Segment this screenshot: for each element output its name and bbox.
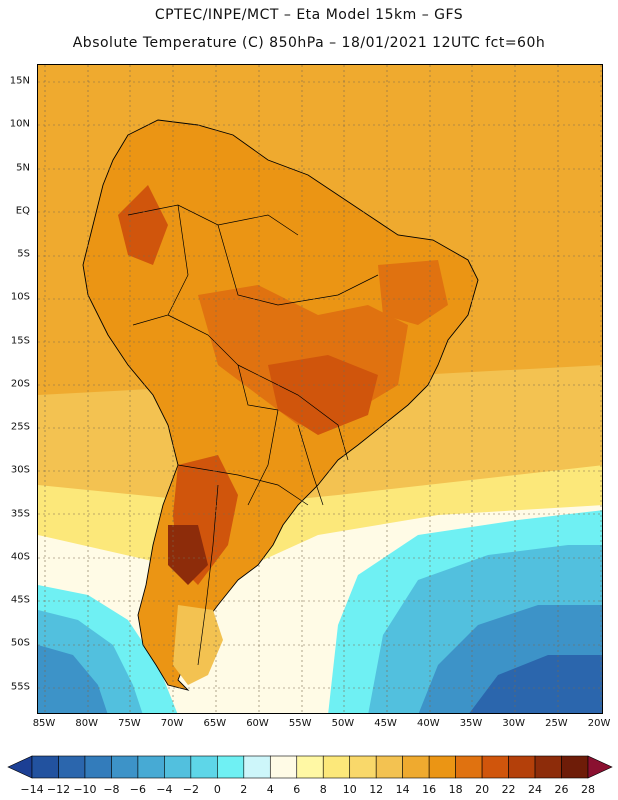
lat-label-50s: 50S	[10, 637, 30, 649]
legend-swatch	[84, 755, 112, 779]
lat-label-25s: 25S	[10, 421, 30, 433]
cold-pacific-3	[38, 645, 108, 713]
legend-label: 18	[449, 783, 463, 796]
legend-swatch	[111, 755, 139, 779]
hot-core-argentina	[168, 525, 208, 585]
legend-label: 6	[293, 783, 300, 796]
legend-label: 22	[502, 783, 516, 796]
legend-label: 14	[396, 783, 410, 796]
legend-label: 4	[267, 783, 274, 796]
lon-label-50w: 50W	[331, 718, 355, 729]
legend-swatch	[322, 755, 351, 779]
legend-label: −2	[183, 783, 199, 796]
lat-label-15s: 15S	[10, 335, 30, 346]
hot-zone-central	[268, 355, 378, 435]
legend-swatch	[455, 755, 483, 779]
lon-label-65w: 65W	[203, 718, 227, 729]
warm-zone-northeast	[378, 260, 448, 325]
legend-label: 28	[581, 783, 595, 796]
legend-swatch	[137, 755, 165, 779]
legend-swatch	[296, 755, 324, 779]
legend-label: 10	[343, 783, 357, 796]
lat-label-10s: 10S	[10, 291, 30, 303]
lat-label-55s: 55S	[10, 681, 30, 692]
lon-label-40w: 40W	[416, 718, 440, 729]
legend-swatch	[349, 755, 377, 779]
legend-label: −12	[47, 783, 70, 796]
legend-labels: −14 −12 −10 −8 −6 −4 −2 0 2 4 6 8 10 12 14 16 18 20 22 24 26…	[20, 783, 595, 796]
legend-swatch	[428, 755, 456, 779]
legend-label: 8	[320, 783, 327, 796]
legend-arrow-right	[587, 755, 613, 779]
lat-label-5n: 5N	[16, 162, 30, 173]
legend-swatches	[7, 755, 613, 779]
title-line-1: CPTEC/INPE/MCT – Eta Model 15km – GFS	[154, 7, 464, 23]
lat-label-40s: 40S	[10, 551, 30, 563]
legend-swatch	[375, 755, 403, 779]
legend-swatch	[58, 755, 86, 779]
lat-label-eq: EQ	[15, 205, 30, 217]
lon-label-60w: 60W	[246, 718, 269, 729]
lon-label-70w: 70W	[160, 718, 184, 729]
title-line-2: Absolute Temperature (C) 850hPa – 18/01/…	[72, 35, 546, 51]
legend-swatch	[534, 755, 562, 779]
color-legend: −14 −12 −10 −8 −6 −4 −2 0 2 4 6 8 10 12 14 16 18 20 22 24 26…	[7, 755, 613, 796]
legend-swatch	[243, 755, 271, 779]
lat-label-30s: 30S	[10, 464, 30, 476]
lat-label-35s: 35S	[10, 508, 30, 519]
legend-label: 12	[369, 783, 383, 796]
legend-label: −6	[130, 783, 146, 796]
legend-swatch	[508, 755, 536, 779]
lon-label-35w: 35W	[459, 718, 483, 729]
legend-swatch	[561, 755, 589, 779]
country-borders	[127, 204, 379, 666]
legend-swatch	[190, 755, 218, 779]
legend-swatch	[269, 755, 298, 779]
legend-arrow-left	[7, 755, 33, 779]
legend-swatch	[31, 755, 59, 779]
hot-zone-north-andes	[118, 185, 168, 265]
graticule	[38, 65, 602, 713]
lon-label-80w: 80W	[75, 718, 98, 729]
lon-label-30w: 30W	[502, 718, 525, 729]
legend-swatch	[481, 755, 509, 779]
legend-label: 16	[422, 783, 436, 796]
legend-label: −8	[103, 783, 119, 796]
legend-label: 26	[555, 783, 569, 796]
lat-label-5s: 5S	[17, 248, 30, 260]
legend-swatch	[402, 755, 430, 779]
lat-label-20s: 20S	[10, 378, 30, 390]
legend-swatch	[164, 755, 192, 779]
lat-label-15n: 15N	[9, 75, 30, 87]
lat-label-10n: 10N	[9, 118, 30, 130]
cold-plume-4	[469, 655, 602, 713]
legend-label: 0	[214, 783, 221, 796]
lon-label-85w: 85W	[32, 718, 56, 729]
legend-swatch	[217, 755, 245, 779]
legend-label: −4	[156, 783, 172, 796]
lon-label-55w: 55W	[288, 718, 312, 729]
map-panel	[37, 64, 603, 714]
legend-label: −14	[20, 783, 43, 796]
legend-label: −10	[73, 783, 96, 796]
lat-label-45s: 45S	[10, 594, 30, 606]
legend-label: 20	[475, 783, 489, 796]
lon-label-20w: 20W	[587, 718, 611, 729]
lon-label-25w: 25W	[545, 718, 568, 729]
legend-label: 2	[240, 783, 247, 796]
legend-label: 24	[528, 783, 542, 796]
lon-label-45w: 45W	[374, 718, 397, 729]
lon-label-75w: 75W	[118, 718, 141, 729]
temperature-map	[38, 65, 602, 713]
